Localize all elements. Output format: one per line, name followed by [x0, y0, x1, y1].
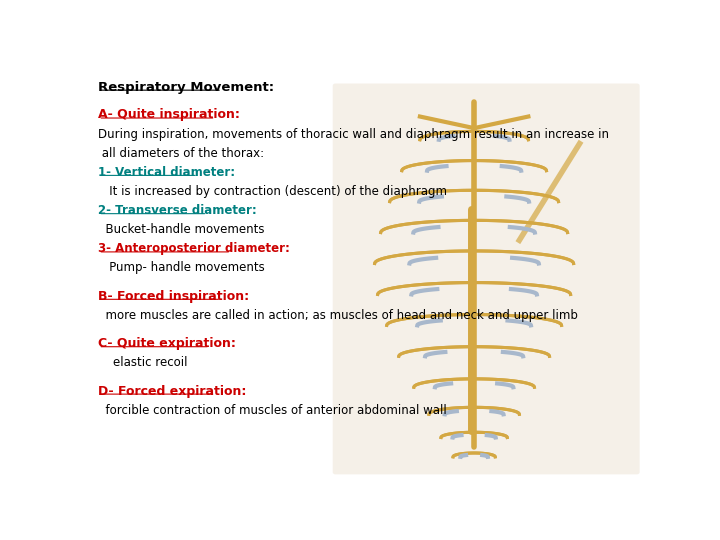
- Text: 3- Anteroposterior diameter:: 3- Anteroposterior diameter:: [99, 242, 290, 255]
- Text: It is increased by contraction (descent) of the diaphragm: It is increased by contraction (descent)…: [99, 185, 447, 198]
- Text: Bucket-handle movements: Bucket-handle movements: [99, 223, 265, 236]
- Text: During inspiration, movements of thoracic wall and diaphragm result in an increa: During inspiration, movements of thoraci…: [99, 127, 609, 140]
- Text: 2- Transverse diameter:: 2- Transverse diameter:: [99, 204, 257, 217]
- Text: forcible contraction of muscles of anterior abdominal wall: forcible contraction of muscles of anter…: [99, 404, 447, 417]
- Text: Pump- handle movements: Pump- handle movements: [99, 261, 265, 274]
- Text: elastic recoil: elastic recoil: [99, 356, 188, 369]
- Text: all diameters of the thorax:: all diameters of the thorax:: [99, 147, 264, 160]
- Text: Respiratory Movement:: Respiratory Movement:: [99, 80, 274, 93]
- Text: D- Forced expiration:: D- Forced expiration:: [99, 384, 247, 397]
- Text: B- Forced inspiration:: B- Forced inspiration:: [99, 290, 250, 303]
- FancyBboxPatch shape: [333, 84, 639, 474]
- Text: A- Quite inspiration:: A- Quite inspiration:: [99, 109, 240, 122]
- Text: C- Quite expiration:: C- Quite expiration:: [99, 337, 236, 350]
- Text: more muscles are called in action; as muscles of head and neck and upper limb: more muscles are called in action; as mu…: [99, 309, 578, 322]
- Text: 1- Vertical diameter:: 1- Vertical diameter:: [99, 166, 235, 179]
